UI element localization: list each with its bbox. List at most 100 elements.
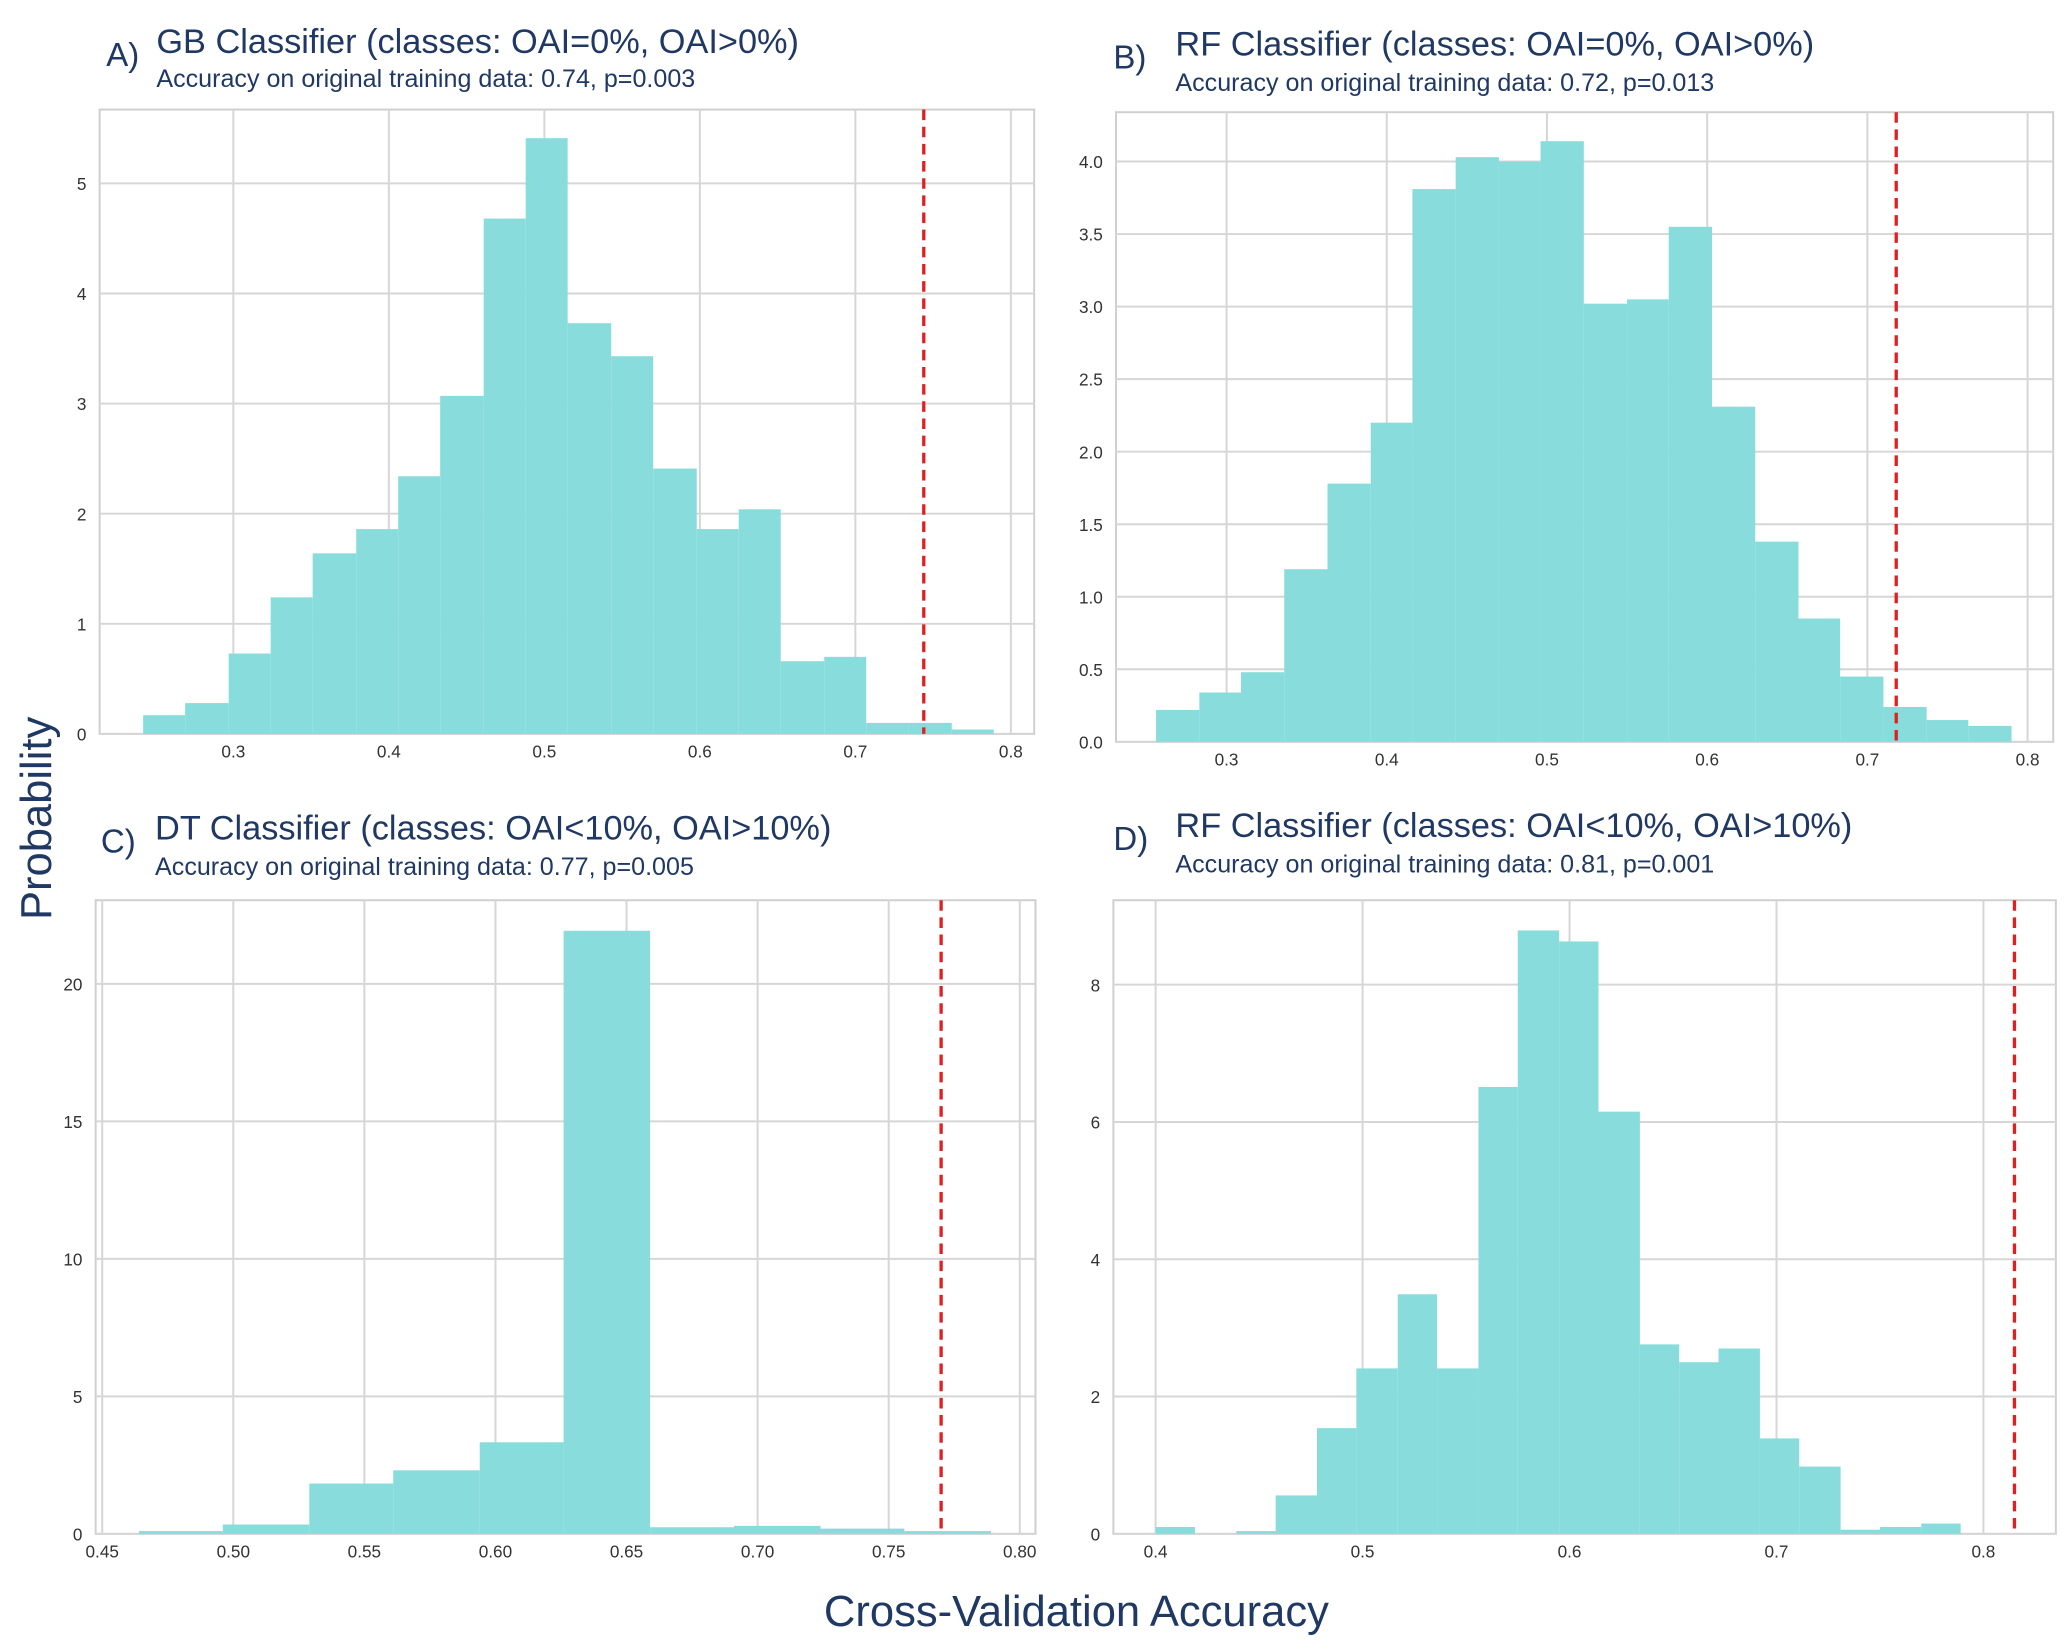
bar xyxy=(525,138,568,734)
bar xyxy=(1559,941,1599,1534)
bar xyxy=(138,1531,223,1534)
y-tick-label: 5 xyxy=(73,1387,83,1407)
chart-subtitle: Accuracy on original training data: 0.72… xyxy=(1175,69,1714,97)
bar xyxy=(1627,299,1669,742)
bar xyxy=(185,703,229,734)
bar xyxy=(611,356,654,734)
chart-title: DT Classifier (classes: OAI<10%, OAI>10%… xyxy=(155,810,831,848)
y-tick-label: 2 xyxy=(1091,1387,1101,1407)
bar xyxy=(1240,672,1285,742)
y-tick-label: 10 xyxy=(63,1249,82,1269)
x-tick-label: 0.6 xyxy=(688,742,712,762)
bar xyxy=(866,722,909,734)
y-tick-label: 4.0 xyxy=(1079,152,1103,172)
bar xyxy=(1236,1531,1276,1534)
x-tick-label: 0.8 xyxy=(2016,750,2040,770)
x-tick-label: 0.60 xyxy=(479,1542,512,1562)
bar xyxy=(1275,1495,1318,1534)
bar xyxy=(483,218,526,734)
x-tick-label: 0.4 xyxy=(377,742,401,762)
y-tick-label: 0 xyxy=(1091,1524,1101,1544)
bar xyxy=(143,715,186,734)
y-tick-label: 2 xyxy=(77,504,87,524)
bar xyxy=(820,1528,905,1534)
chart-subtitle: Accuracy on original training data: 0.81… xyxy=(1175,851,1714,879)
bar xyxy=(696,529,739,734)
x-tick-label: 0.3 xyxy=(1215,750,1239,770)
bar xyxy=(951,729,994,734)
bar xyxy=(1755,541,1799,742)
bar xyxy=(780,661,825,734)
y-tick-label: 6 xyxy=(1091,1113,1101,1133)
panel-label: D) xyxy=(1113,820,1148,857)
bar xyxy=(1799,1466,1841,1534)
bar xyxy=(1317,1428,1357,1534)
chart-title: RF Classifier (classes: OAI<10%, OAI>10%… xyxy=(1175,807,1852,845)
y-tick-label: 0 xyxy=(73,1524,83,1544)
y-tick-label: 4 xyxy=(77,284,87,304)
x-tick-label: 0.55 xyxy=(348,1542,381,1562)
bar xyxy=(1540,141,1584,742)
y-tick-label: 3.0 xyxy=(1079,297,1103,317)
x-tick-label: 0.45 xyxy=(86,1542,119,1562)
bar xyxy=(563,930,651,1534)
chart-title: GB Classifier (classes: OAI=0%, OAI>0%) xyxy=(156,23,799,61)
bar xyxy=(734,1525,821,1534)
x-tick-label: 0.5 xyxy=(1351,1542,1375,1562)
x-tick-label: 0.7 xyxy=(843,742,867,762)
bar xyxy=(1968,725,2012,742)
bar xyxy=(1478,1086,1518,1534)
x-tick-label: 0.65 xyxy=(610,1542,643,1562)
bar xyxy=(1156,709,1200,742)
bar xyxy=(479,1442,564,1534)
x-tick-label: 0.80 xyxy=(1003,1542,1036,1562)
x-tick-label: 0.50 xyxy=(217,1542,250,1562)
bar xyxy=(1370,422,1413,742)
bar xyxy=(908,722,952,734)
x-tick-label: 0.7 xyxy=(1765,1542,1789,1562)
x-tick-label: 0.5 xyxy=(1535,750,1559,770)
bar xyxy=(1356,1368,1398,1534)
x-axis-label: Cross-Validation Accuracy xyxy=(824,1588,1329,1636)
bar xyxy=(738,509,781,734)
bar xyxy=(1879,1526,1922,1534)
panel-label: C) xyxy=(101,823,136,860)
bar xyxy=(1437,1368,1479,1534)
y-tick-label: 1.5 xyxy=(1079,515,1103,535)
y-tick-label: 8 xyxy=(1091,975,1101,995)
bar xyxy=(1598,1111,1640,1534)
y-tick-label: 1 xyxy=(77,614,87,634)
bar xyxy=(1498,161,1541,742)
bar xyxy=(1455,157,1499,742)
x-tick-label: 0.8 xyxy=(1971,1542,1995,1562)
bar xyxy=(1284,569,1328,742)
bar xyxy=(567,323,612,734)
bar xyxy=(1327,483,1371,742)
bar xyxy=(270,597,313,734)
x-tick-label: 0.4 xyxy=(1375,750,1399,770)
chart-subtitle: Accuracy on original training data: 0.77… xyxy=(155,853,694,881)
x-tick-label: 0.5 xyxy=(532,742,556,762)
bar xyxy=(1412,189,1456,742)
bar xyxy=(653,468,697,734)
y-tick-label: 0 xyxy=(77,725,87,745)
x-tick-label: 0.75 xyxy=(872,1542,905,1562)
bar xyxy=(1639,1344,1680,1534)
x-tick-label: 0.3 xyxy=(221,742,245,762)
bar xyxy=(1199,692,1241,742)
bar xyxy=(1155,1526,1195,1534)
y-tick-label: 2.5 xyxy=(1079,370,1103,390)
chart-title: RF Classifier (classes: OAI=0%, OAI>0%) xyxy=(1175,25,1814,63)
y-tick-label: 2.0 xyxy=(1079,442,1103,462)
bar xyxy=(309,1483,394,1534)
y-tick-label: 1.0 xyxy=(1079,587,1103,607)
x-tick-label: 0.8 xyxy=(999,742,1023,762)
y-tick-label: 20 xyxy=(63,974,82,994)
chart-subtitle: Accuracy on original training data: 0.74… xyxy=(156,65,695,93)
bar xyxy=(1718,1348,1760,1534)
bar xyxy=(650,1527,735,1534)
bar xyxy=(1517,930,1560,1534)
x-tick-label: 0.6 xyxy=(1695,750,1719,770)
